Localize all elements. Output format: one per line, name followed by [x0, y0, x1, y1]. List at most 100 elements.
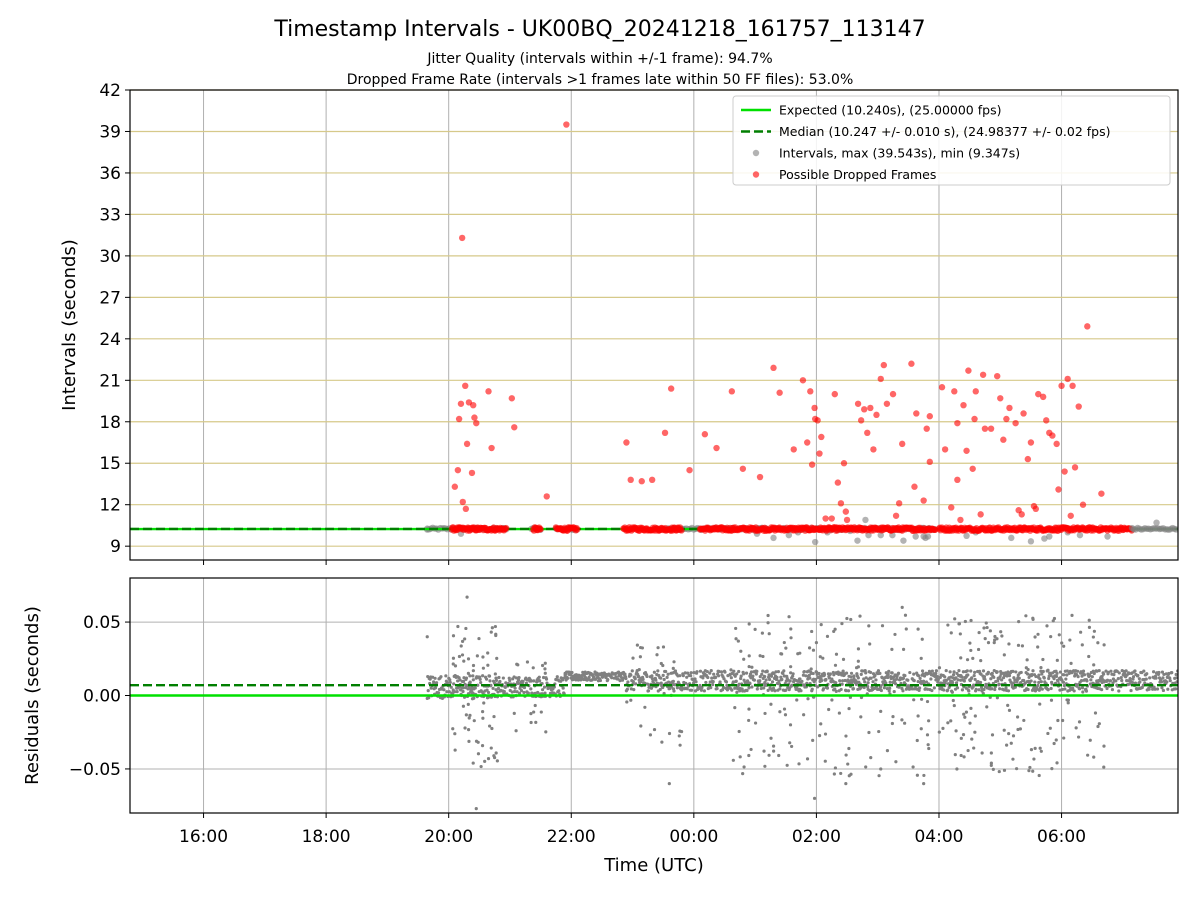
x-tick-label: 06:00 [1037, 827, 1086, 847]
dropped-point [563, 121, 570, 128]
dropped-point [739, 465, 747, 472]
residual-point [1102, 744, 1106, 748]
residual-point [885, 687, 889, 691]
residual-point [649, 686, 654, 690]
residual-point [656, 646, 660, 650]
residual-point [1033, 680, 1037, 684]
residual-point [624, 676, 628, 681]
dropped-point [1006, 404, 1013, 412]
residual-point [1080, 674, 1084, 678]
residual-point [844, 734, 848, 738]
residual-point [737, 669, 741, 674]
dropped-point [822, 515, 829, 522]
residual-point [920, 669, 925, 673]
residual-point [919, 697, 924, 701]
residual-point [638, 655, 642, 659]
residual-point [738, 755, 742, 759]
residual-point [481, 666, 485, 670]
residual-point [807, 646, 812, 650]
residual-point [788, 723, 793, 727]
residual-point [1037, 773, 1041, 778]
residual-point [742, 657, 746, 661]
residual-point [461, 679, 466, 684]
dropped-point [623, 439, 630, 446]
residual-point [811, 671, 815, 676]
residual-point [1084, 689, 1089, 693]
residual-point [775, 675, 779, 679]
residual-point [766, 621, 770, 625]
residual-point [993, 634, 997, 639]
dropped-point [1064, 375, 1071, 383]
residual-point [1015, 715, 1020, 719]
residual-point [825, 634, 830, 639]
residual-point [969, 706, 973, 710]
residual-point [938, 675, 942, 680]
residual-point [808, 676, 812, 680]
residual-point [1065, 673, 1069, 677]
residual-point [705, 669, 709, 674]
residual-point [492, 756, 497, 760]
residual-point [943, 675, 947, 679]
residual-point [1029, 748, 1034, 752]
residual-point [1133, 669, 1137, 673]
residual-point [1046, 688, 1050, 692]
residual-point [1042, 676, 1046, 680]
residual-point [856, 665, 860, 669]
residual-point [733, 706, 737, 710]
interval-point [900, 537, 907, 544]
residual-point [763, 711, 767, 716]
residual-point [542, 685, 547, 689]
x-tick-label: 04:00 [914, 827, 963, 847]
residual-point [858, 614, 862, 618]
residual-point [801, 673, 806, 677]
residual-point [1087, 618, 1091, 622]
residual-point [561, 686, 565, 690]
residual-point [868, 642, 872, 646]
residual-point [512, 711, 516, 715]
residual-point [755, 669, 759, 673]
dropped-point [455, 415, 463, 423]
chart-subtitle-jitter: Jitter Quality (intervals within +/-1 fr… [426, 51, 772, 67]
residual-point [664, 669, 668, 674]
residual-point [1117, 671, 1121, 675]
residual-point [652, 727, 657, 732]
residual-point [704, 680, 708, 685]
residual-point [639, 724, 643, 728]
residual-point [1006, 703, 1010, 707]
residual-point [785, 763, 789, 767]
dropped-point [638, 478, 645, 485]
residual-point [460, 639, 465, 643]
residual-point [1092, 629, 1096, 633]
residual-point [530, 691, 534, 695]
residual-point [856, 647, 861, 651]
residual-point [954, 681, 959, 685]
residual-point [973, 714, 977, 718]
residual-point [758, 679, 762, 683]
residual-point [998, 687, 1002, 691]
residual-point [1131, 675, 1136, 679]
residual-point [817, 734, 822, 738]
residual-point [685, 687, 689, 691]
residual-point [811, 738, 815, 742]
residual-point [989, 763, 993, 767]
dropped-point [899, 440, 906, 448]
residual-point [502, 689, 506, 694]
residual-point [951, 698, 955, 703]
residual-point [790, 683, 794, 687]
residual-point [1052, 616, 1057, 621]
interval-point [811, 538, 819, 546]
residual-point [706, 686, 710, 691]
residual-point [540, 688, 545, 692]
residual-point [1025, 658, 1029, 662]
residual-point [866, 681, 870, 685]
bottom-y-tick-label: 0.00 [83, 687, 121, 707]
residual-point [986, 641, 991, 645]
residual-point [763, 764, 767, 768]
dropped-point [807, 388, 814, 395]
residual-point [451, 727, 455, 731]
residual-point [495, 656, 499, 660]
residual-point [864, 765, 868, 769]
dropped-point [543, 493, 550, 500]
residual-point [774, 670, 778, 674]
residual-point [777, 753, 781, 758]
